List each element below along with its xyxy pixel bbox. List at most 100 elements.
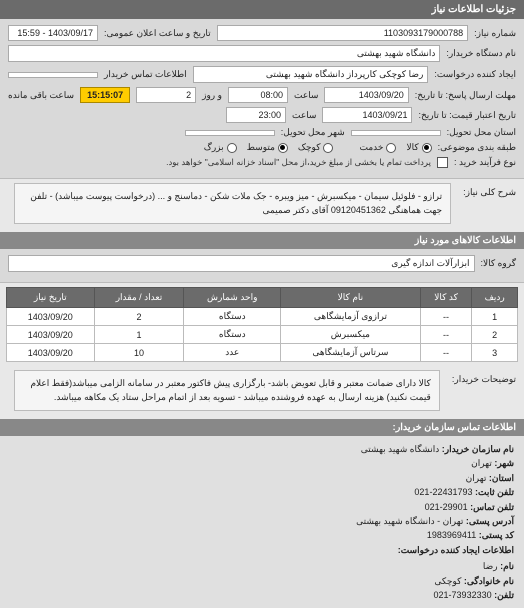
radio-dot-icon	[422, 143, 432, 153]
requester-label: ایجاد کننده درخواست:	[434, 69, 516, 80]
validity-date: 1403/09/21	[322, 107, 412, 123]
contact-tel-label: تلفن:	[494, 590, 514, 600]
buyer-org-value: دانشگاه شهید بهشتی	[8, 45, 440, 62]
time-label-2: ساعت	[292, 110, 317, 121]
table-cell: --	[420, 308, 472, 326]
city-value	[185, 130, 275, 136]
table-cell: 1403/09/20	[7, 344, 95, 362]
goods-section-header: اطلاعات کالاهای مورد نیاز	[0, 232, 524, 249]
table-cell: 1	[94, 326, 184, 344]
table-cell: --	[420, 326, 472, 344]
contact-address: تهران - دانشگاه شهید بهشتی	[356, 516, 463, 526]
table-header-cell: کد کالا	[420, 288, 472, 308]
validity-label: تاریخ اعتبار قیمت: تا تاریخ:	[418, 110, 516, 121]
panel-header: جزئیات اطلاعات نیاز	[0, 0, 524, 19]
table-header-cell: تعداد / مقدار	[94, 288, 184, 308]
table-header-cell: واحد شمارش	[184, 288, 281, 308]
pkg-opt-part-label: خدمت	[359, 142, 383, 153]
contact-section-header: اطلاعات تماس سازمان خریدار:	[0, 419, 524, 436]
contact-name-label: نام:	[500, 561, 514, 571]
table-cell: 1	[472, 308, 518, 326]
table-cell: 2	[472, 326, 518, 344]
table-row: 2--میکسبرشدستگاه11403/09/20	[7, 326, 518, 344]
contact-address-label: آدرس پستی:	[466, 516, 514, 526]
table-cell: میکسبرش	[281, 326, 421, 344]
radio-dot-icon	[278, 143, 288, 153]
contact-block: نام سازمان خریدار: دانشگاه شهید بهشتی شه…	[0, 436, 524, 608]
contact-province: تهران	[466, 473, 487, 483]
group-value: ابزارآلات اندازه گیری	[8, 255, 475, 272]
radio-dot-icon	[323, 143, 333, 153]
contact-city-label: شهر:	[494, 458, 514, 468]
pay-checkbox[interactable]	[437, 157, 448, 168]
remain-label: ساعت باقی مانده	[8, 90, 74, 101]
notes-label: توضیحات خریدار:	[452, 366, 516, 385]
req-no-label: شماره نیاز:	[474, 28, 516, 39]
buyer-contact-value	[8, 72, 98, 78]
days-label: و روز	[202, 90, 222, 101]
contact-postal: 1983969411	[427, 530, 476, 540]
scale-opt-sm-label: کوچک	[298, 142, 321, 153]
goods-table: ردیفکد کالانام کالاواحد شمارشتعداد / مقد…	[6, 287, 518, 362]
scale-opt-lg-label: بزرگ	[204, 142, 224, 153]
notes-text: کالا دارای ضمانت معتبر و قابل تعویض باشد…	[14, 370, 440, 411]
scale-opt-md-label: متوسط	[247, 142, 275, 153]
table-header-cell: تاریخ نیاز	[7, 288, 95, 308]
table-cell: دستگاه	[184, 326, 281, 344]
radio-dot-icon	[227, 143, 237, 153]
table-cell: 3	[472, 344, 518, 362]
table-cell: 1403/09/20	[7, 308, 95, 326]
contact-phone: 22431793-021	[414, 487, 472, 497]
pay-label: نوع فرآیند خرید :	[454, 157, 516, 168]
table-header-cell: ردیف	[472, 288, 518, 308]
delivery-addr-value	[351, 130, 441, 136]
desc-text: ترازو - فلوئیل سیمان - میکسبرش - میز ویب…	[14, 183, 451, 224]
table-cell: 2	[94, 308, 184, 326]
contact-postal-label: کد پستی:	[479, 530, 514, 540]
scale-radio-lg[interactable]: بزرگ	[204, 142, 237, 153]
contact-name: رضا	[483, 561, 498, 571]
time-label-1: ساعت	[294, 90, 319, 101]
pkg-opt-all-label: کالا	[406, 142, 418, 153]
group-label: گروه کالا:	[481, 258, 516, 269]
table-cell: عدد	[184, 344, 281, 362]
radio-dot-icon	[386, 143, 396, 153]
countdown-timer: 15:15:07	[80, 87, 130, 103]
desc-label: شرح کلی نیاز:	[463, 179, 516, 198]
contact-fax: 29901-021	[425, 502, 468, 512]
buyer-org-label: نام دستگاه خریدار:	[446, 48, 516, 59]
deadline-date: 1403/09/20	[324, 87, 408, 103]
city-label: شهر محل تحویل:	[281, 127, 345, 138]
scale-radio-md[interactable]: متوسط	[247, 142, 288, 153]
table-header-cell: نام کالا	[281, 288, 421, 308]
contact-org: دانشگاه شهید بهشتی	[361, 444, 440, 454]
days-value: 2	[136, 87, 196, 103]
scale-radio-sm[interactable]: کوچک	[298, 142, 334, 153]
contact-family-label: نام خانوادگی:	[464, 576, 514, 586]
table-cell: ترازوی آزمایشگاهی	[281, 308, 421, 326]
buyer-contact-label: اطلاعات تماس خریدار	[104, 69, 187, 80]
contact-org-label: نام سازمان خریدار:	[442, 444, 514, 454]
requester-value: رضا کوچکی کارپرداز دانشگاه شهید بهشتی	[193, 66, 429, 83]
table-row: 3--سرتاس آزمایشگاهیعدد101403/09/20	[7, 344, 518, 362]
contact-family: کوچکی	[434, 576, 461, 586]
delivery-addr-label: استان محل تحویل:	[447, 127, 516, 138]
pkg-label: طبقه بندی موضوعی:	[438, 142, 516, 153]
table-cell: 1403/09/20	[7, 326, 95, 344]
announce-label: تاریخ و ساعت اعلان عمومی:	[104, 28, 211, 39]
goods-section: گروه کالا: ابزارآلات اندازه گیری	[0, 249, 524, 283]
req-no-value: 1103093179000788	[217, 25, 468, 41]
pkg-radio-group: کالا خدمت	[359, 142, 431, 153]
table-cell: --	[420, 344, 472, 362]
pay-note: پرداخت تمام یا بخشی از مبلغ خرید،از محل …	[166, 157, 431, 168]
announce-value: 1403/09/17 - 15:59	[8, 25, 98, 41]
contact-province-label: استان:	[489, 473, 514, 483]
deadline-from-label: مهلت ارسال پاسخ: تا تاریخ:	[415, 90, 516, 101]
contact-tel: 73932330-021	[434, 590, 492, 600]
pkg-radio-all[interactable]: کالا	[406, 142, 431, 153]
pkg-radio-part[interactable]: خدمت	[359, 142, 396, 153]
contact-phone-label: تلفن ثابت:	[475, 487, 514, 497]
contact-fax-label: تلفن تماس:	[470, 502, 514, 512]
table-cell: سرتاس آزمایشگاهی	[281, 344, 421, 362]
scale-radio-group: کوچک متوسط بزرگ	[204, 142, 334, 153]
